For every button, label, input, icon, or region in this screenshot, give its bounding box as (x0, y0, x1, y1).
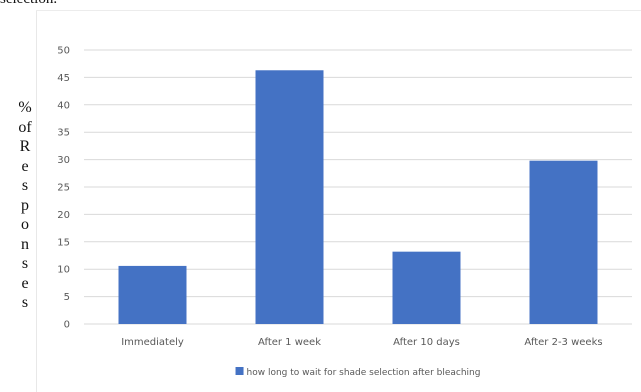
bar (118, 265, 187, 324)
bar (255, 70, 324, 324)
y-tick-label: 10 (57, 265, 70, 276)
legend-label: how long to wait for shade selection aft… (247, 368, 481, 378)
y-tick-label: 20 (57, 210, 70, 221)
y-tick-label: 25 (57, 183, 70, 194)
x-tick-label: Immediately (121, 337, 184, 348)
y-axis-label: % of R e s p o n s e s (14, 98, 36, 313)
x-tick-label: After 1 week (258, 337, 321, 348)
y-tick-label: 40 (57, 100, 70, 111)
y-axis-label-char: s (21, 255, 29, 272)
y-tick-label: 0 (64, 320, 70, 331)
y-tick-label: 15 (57, 237, 70, 248)
y-axis-label-char: e (21, 274, 29, 292)
y-axis-label-char: o (21, 216, 29, 233)
bar (529, 160, 598, 324)
y-tick-label: 5 (64, 292, 70, 303)
y-axis-label-char: s (21, 177, 29, 194)
bar (392, 251, 461, 324)
legend-swatch (235, 367, 244, 375)
y-tick-label: 30 (57, 155, 70, 166)
y-axis-label-char: s (21, 294, 29, 311)
y-axis-label-char: n (21, 235, 29, 253)
y-axis-label-char: e (21, 157, 29, 175)
figure-frame-left-border (36, 10, 37, 392)
top-caption: selection. (0, 0, 57, 8)
y-axis-label-char: of (18, 118, 32, 136)
y-tick-label: 50 (57, 46, 70, 57)
x-tick-label: After 2-3 weeks (524, 337, 602, 348)
x-tick-label: After 10 days (393, 337, 460, 348)
y-axis-label-char: p (21, 196, 29, 214)
y-axis-label-char: % (18, 99, 32, 116)
y-tick-label: 45 (57, 73, 70, 84)
y-tick-label: 35 (57, 128, 70, 139)
figure-frame-top-border (36, 10, 641, 11)
y-axis-label-char: R (19, 138, 31, 155)
